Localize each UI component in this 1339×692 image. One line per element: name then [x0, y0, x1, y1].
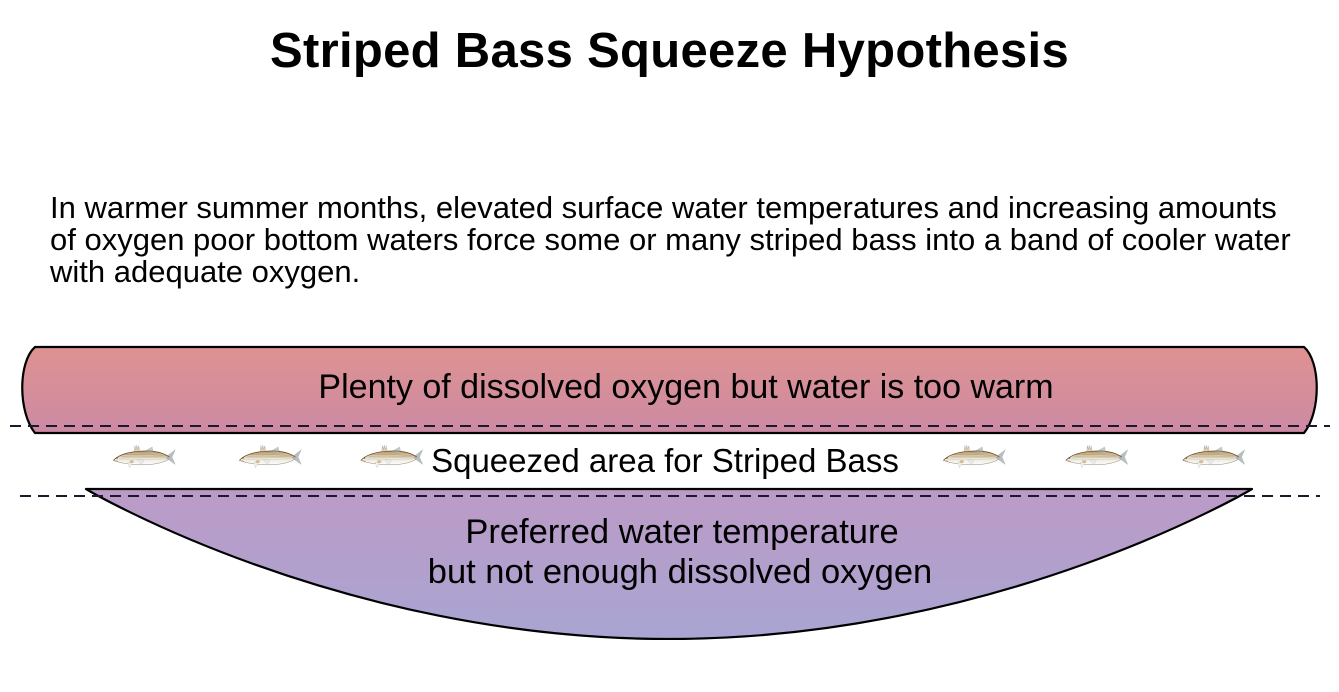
svg-text:Squeezed area for Striped Bass: Squeezed area for Striped Bass: [431, 442, 899, 479]
svg-text:Preferred water temperature: Preferred water temperature: [465, 513, 898, 551]
svg-text:Plenty of dissolved oxygen but: Plenty of dissolved oxygen but water is …: [318, 368, 1053, 406]
svg-text:but not enough dissolved oxyge: but not enough dissolved oxygen: [428, 553, 932, 591]
